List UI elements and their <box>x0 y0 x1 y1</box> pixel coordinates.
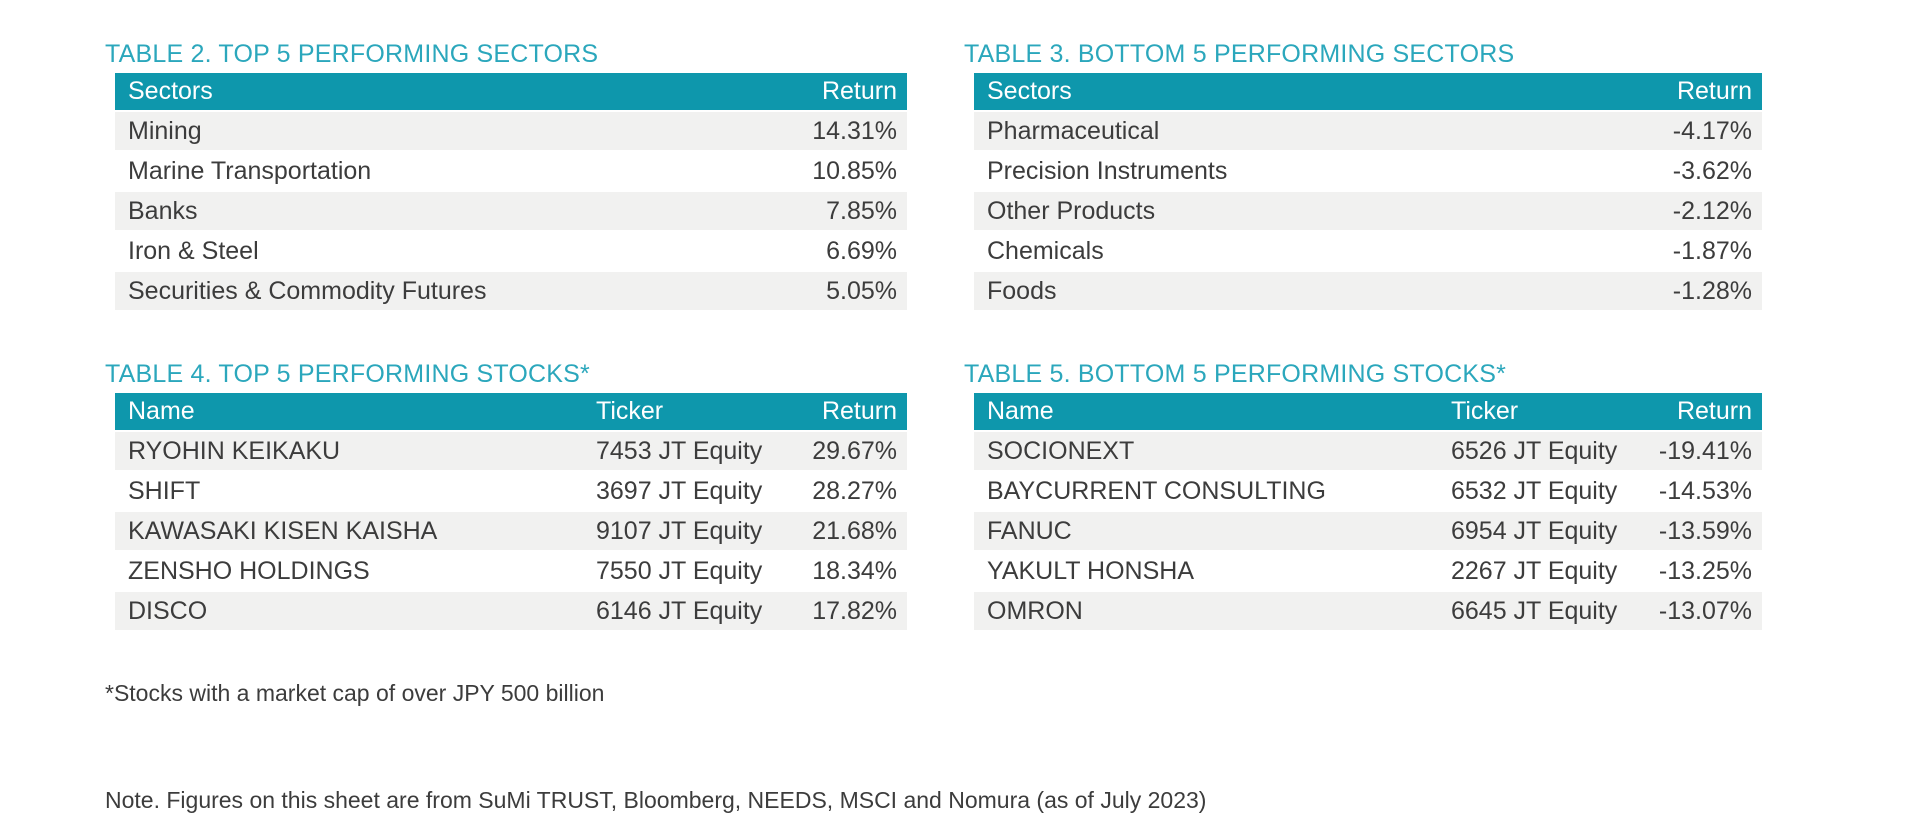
top-sectors-title: TABLE 2. TOP 5 PERFORMING SECTORS <box>105 40 599 68</box>
table-cell: -3.62% <box>1672 158 1752 184</box>
table-cell: 3697 JT Equity <box>596 478 763 504</box>
table-row: SHIFT 3697 JT Equity 28.27% <box>115 472 907 512</box>
table-row: DISCO 6146 JT Equity 17.82% <box>115 592 907 632</box>
column-header: Sectors <box>987 79 1072 104</box>
column-header: Return <box>821 399 897 424</box>
table-cell: -4.17% <box>1672 118 1752 144</box>
bottom-sectors-table: Sectors Return Pharmaceutical -4.17% Precisi… <box>974 73 1762 312</box>
table-row: ZENSHO HOLDINGS 7550 JT Equity 18.34% <box>115 552 907 592</box>
bottom-sectors-title: TABLE 3. BOTTOM 5 PERFORMING SECTORS <box>964 40 1515 68</box>
table-cell: RYOHIN KEIKAKU <box>128 438 341 464</box>
table-cell: 5.05% <box>826 278 897 304</box>
table-cell: Precision Instruments <box>987 158 1228 184</box>
top-sectors-table: Sectors Return Mining 14.31% Marine Transpor… <box>115 73 907 312</box>
table-cell: Iron & Steel <box>128 238 259 264</box>
table-row: Foods -1.28% <box>974 272 1762 312</box>
table-cell: Chemicals <box>987 238 1104 264</box>
table-cell: Marine Transportation <box>128 158 372 184</box>
table-row: Banks 7.85% <box>115 192 907 232</box>
table-row: Marine Transportation 10.85% <box>115 152 907 192</box>
table-cell: -13.25% <box>1658 558 1752 584</box>
table-row: RYOHIN KEIKAKU 7453 JT Equity 29.67% <box>115 432 907 472</box>
column-header: Ticker <box>1451 399 1519 424</box>
table-cell: -14.53% <box>1658 478 1752 504</box>
bottom-sectors-section: TABLE 3. BOTTOM 5 PERFORMING SECTORS Sec… <box>964 40 1762 312</box>
table-cell: FANUC <box>987 518 1072 544</box>
table-cell: 2267 JT Equity <box>1451 558 1618 584</box>
column-header: Return <box>1676 399 1752 424</box>
table-cell: Foods <box>987 278 1057 304</box>
table-cell: DISCO <box>128 598 208 624</box>
column-header: Sectors <box>128 79 213 104</box>
source-note: Note. Figures on this sheet are from SuM… <box>105 787 1207 813</box>
table-cell: Mining <box>128 118 202 144</box>
bottom-stocks-title: TABLE 5. BOTTOM 5 PERFORMING STOCKS* <box>964 360 1507 388</box>
table-cell: Pharmaceutical <box>987 118 1160 144</box>
market-cap-footnote: *Stocks with a market cap of over JPY 50… <box>105 680 605 706</box>
table-cell: Securities & Commodity Futures <box>128 278 487 304</box>
table-header-row: Sectors Return <box>974 73 1762 112</box>
top-stocks-title: TABLE 4. TOP 5 PERFORMING STOCKS* <box>105 360 590 388</box>
column-header: Return <box>1676 79 1752 104</box>
table-cell: 6.69% <box>826 238 897 264</box>
table-row: Iron & Steel 6.69% <box>115 232 907 272</box>
table-cell: 7.85% <box>826 198 897 224</box>
table-row: Precision Instruments -3.62% <box>974 152 1762 192</box>
table-row: SOCIONEXT 6526 JT Equity -19.41% <box>974 432 1762 472</box>
table-cell: 9107 JT Equity <box>596 518 763 544</box>
table-row: Mining 14.31% <box>115 112 907 152</box>
table-cell: 10.85% <box>812 158 897 184</box>
table-row: Securities & Commodity Futures 5.05% <box>115 272 907 312</box>
table-cell: 6146 JT Equity <box>596 598 763 624</box>
table-row: BAYCURRENT CONSULTING 6532 JT Equity -14.5… <box>974 472 1762 512</box>
top-stocks-table: Name Ticker Return RYOHIN KEIKAKU 7453 JT Eq… <box>115 393 907 632</box>
table-cell: -1.28% <box>1672 278 1752 304</box>
table-cell: 6645 JT Equity <box>1451 598 1618 624</box>
table-cell: Banks <box>128 198 198 224</box>
table-cell: ZENSHO HOLDINGS <box>128 558 370 584</box>
bottom-stocks-table: Name Ticker Return SOCIONEXT 6526 JT Equity -… <box>974 393 1762 632</box>
table-cell: 17.82% <box>812 598 897 624</box>
table-row: Pharmaceutical -4.17% <box>974 112 1762 152</box>
table-cell: 28.27% <box>812 478 897 504</box>
table-cell: -2.12% <box>1672 198 1752 224</box>
column-header: Return <box>821 79 897 104</box>
table-cell: 7550 JT Equity <box>596 558 763 584</box>
table-row: Other Products -2.12% <box>974 192 1762 232</box>
table-cell: 18.34% <box>812 558 897 584</box>
table-row: KAWASAKI KISEN KAISHA 9107 JT Equity 21.68… <box>115 512 907 552</box>
table-header-row: Name Ticker Return <box>974 393 1762 432</box>
table-cell: 6526 JT Equity <box>1451 438 1618 464</box>
table-row: Chemicals -1.87% <box>974 232 1762 272</box>
table-cell: 14.31% <box>812 118 897 144</box>
table-cell: 29.67% <box>812 438 897 464</box>
table-cell: KAWASAKI KISEN KAISHA <box>128 518 438 544</box>
table-cell: 7453 JT Equity <box>596 438 763 464</box>
table-cell: BAYCURRENT CONSULTING <box>987 478 1326 504</box>
table-header-row: Name Ticker Return <box>115 393 907 432</box>
table-cell: -13.07% <box>1658 598 1752 624</box>
table-cell: 6532 JT Equity <box>1451 478 1618 504</box>
column-header: Ticker <box>596 399 664 424</box>
table-cell: 6954 JT Equity <box>1451 518 1618 544</box>
table-cell: YAKULT HONSHA <box>987 558 1194 584</box>
table-cell: -1.87% <box>1672 238 1752 264</box>
table-cell: Other Products <box>987 198 1156 224</box>
table-cell: -13.59% <box>1658 518 1752 544</box>
table-row: YAKULT HONSHA 2267 JT Equity -13.25% <box>974 552 1762 592</box>
column-header: Name <box>128 399 195 424</box>
top-stocks-section: TABLE 4. TOP 5 PERFORMING STOCKS* Name Ti… <box>105 360 907 632</box>
table-header-row: Sectors Return <box>115 73 907 112</box>
table-cell: -19.41% <box>1658 438 1752 464</box>
table-cell: SOCIONEXT <box>987 438 1135 464</box>
bottom-stocks-section: TABLE 5. BOTTOM 5 PERFORMING STOCKS* Nam… <box>964 360 1762 632</box>
table-row: OMRON 6645 JT Equity -13.07% <box>974 592 1762 632</box>
table-cell: OMRON <box>987 598 1083 624</box>
table-row: FANUC 6954 JT Equity -13.59% <box>974 512 1762 552</box>
column-header: Name <box>987 399 1054 424</box>
table-cell: SHIFT <box>128 478 201 504</box>
table-cell: 21.68% <box>812 518 897 544</box>
top-sectors-section: TABLE 2. TOP 5 PERFORMING SECTORS Sector… <box>105 40 907 312</box>
